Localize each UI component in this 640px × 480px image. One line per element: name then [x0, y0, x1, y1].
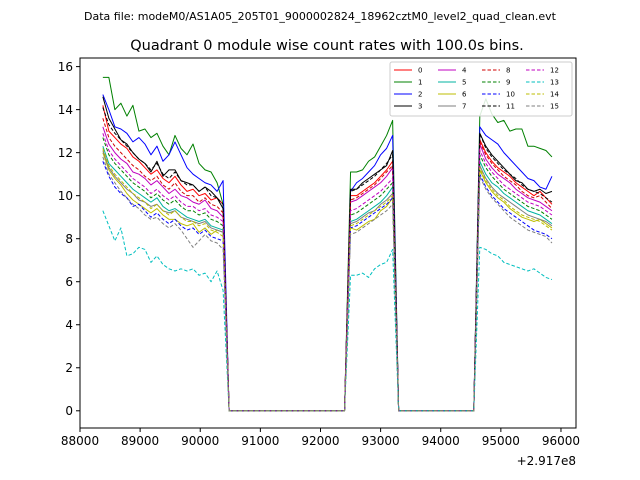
y-tick-label: 6	[65, 275, 73, 289]
legend-label-5: 5	[462, 79, 466, 87]
series-line-8	[102, 118, 553, 412]
series-line-10	[102, 161, 553, 412]
legend-label-2: 2	[418, 91, 422, 99]
series-line-3	[102, 96, 553, 412]
y-tick-label: 2	[65, 361, 73, 375]
x-tick-label: 95000	[482, 434, 520, 448]
legend-label-14: 14	[550, 91, 559, 99]
x-tick-label: 91000	[241, 434, 279, 448]
legend-label-7: 7	[462, 103, 466, 111]
legend-label-6: 6	[462, 91, 467, 99]
legend-label-0: 0	[418, 67, 422, 75]
x-tick-label: 92000	[301, 434, 339, 448]
series-line-7	[102, 150, 553, 412]
legend-box	[389, 61, 573, 117]
axes-frame	[79, 57, 577, 429]
y-tick-label: 10	[58, 189, 73, 203]
x-tick-label: 88000	[61, 434, 99, 448]
y-tick-label: 12	[58, 146, 73, 160]
chart-title: Quadrant 0 module wise count rates with …	[130, 38, 524, 54]
y-tick-label: 16	[58, 60, 73, 74]
y-tick-label: 14	[58, 103, 73, 117]
x-tick-label: 96000	[542, 434, 580, 448]
x-tick-label: 89000	[121, 434, 159, 448]
series-line-1	[102, 76, 553, 412]
legend-label-1: 1	[418, 79, 422, 87]
series-line-6	[102, 152, 553, 412]
x-tick-label: 93000	[362, 434, 400, 448]
plot-area	[102, 76, 553, 412]
legend-label-3: 3	[418, 103, 422, 111]
legend-label-15: 15	[550, 103, 559, 111]
legend-label-8: 8	[506, 67, 510, 75]
series-line-11	[102, 107, 553, 412]
legend-label-12: 12	[550, 67, 559, 75]
series-line-2	[102, 94, 553, 412]
x-offset-label: +2.917e8	[517, 454, 576, 468]
series-line-5	[102, 146, 553, 412]
x-tick-label: 90000	[181, 434, 219, 448]
series-line-15	[102, 156, 553, 412]
legend-label-11: 11	[506, 103, 515, 111]
legend-label-4: 4	[462, 67, 467, 75]
y-tick-label: 4	[65, 318, 73, 332]
data-file-suptitle: Data file: modeM0/AS1A05_205T01_90000028…	[84, 10, 557, 23]
y-tick-label: 8	[65, 232, 73, 246]
legend-label-9: 9	[506, 79, 510, 87]
x-tick-label: 94000	[422, 434, 460, 448]
series-line-13	[102, 210, 553, 412]
legend-label-13: 13	[550, 79, 559, 87]
axes: 88000 89000 90000 91000 92000 93000 94000 95000…	[58, 57, 580, 448]
y-tick-label: 0	[65, 404, 73, 418]
legend-label-10: 10	[506, 91, 515, 99]
